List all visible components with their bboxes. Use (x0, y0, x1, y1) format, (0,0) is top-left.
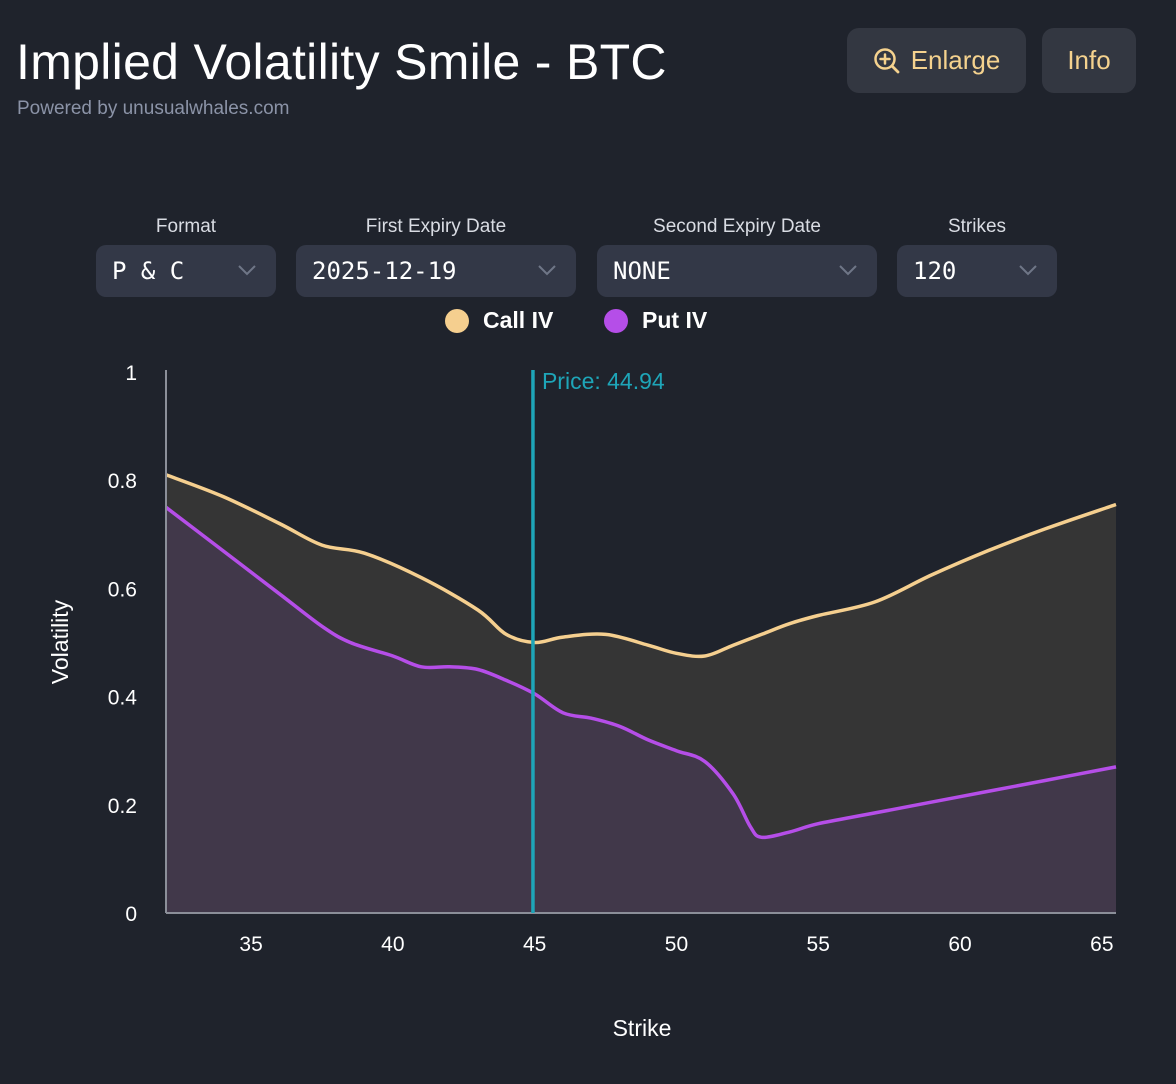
x-tick-label: 35 (239, 933, 262, 956)
first-expiry-label: First Expiry Date (365, 216, 507, 237)
x-tick-label: 65 (1090, 933, 1113, 956)
legend-put-dot (604, 308, 628, 333)
strikes-label: Strikes (947, 216, 1007, 237)
chevron-down-icon (839, 265, 857, 276)
x-tick-label: 45 (523, 933, 546, 956)
y-tick-label: 1 (125, 362, 137, 385)
x-tick-label: 40 (381, 933, 404, 956)
legend-call-dot (445, 308, 469, 333)
enlarge-label: Enlarge (910, 45, 1001, 75)
strikes-value: 120 (913, 257, 957, 285)
page-title: Implied Volatility Smile - BTC (16, 34, 667, 90)
info-label: Info (1067, 45, 1111, 75)
powered-by-text: Powered by unusualwhales.com (17, 98, 290, 119)
x-tick-label: 55 (807, 933, 830, 956)
enlarge-button[interactable]: Enlarge (847, 28, 1026, 93)
legend-put-iv[interactable]: Put IV (604, 307, 707, 334)
price-label: Price: 44.94 (542, 368, 665, 394)
chevron-down-icon (238, 265, 256, 276)
y-axis-label: Volatility (47, 599, 73, 684)
chevron-down-icon (538, 265, 556, 276)
info-button[interactable]: Info (1042, 28, 1136, 93)
y-tick-label: 0 (125, 903, 137, 926)
format-value: P & C (112, 257, 185, 285)
y-tick-label: 0.2 (108, 795, 137, 818)
strikes-select[interactable]: 120 (897, 245, 1057, 297)
second-expiry-label: Second Expiry Date (653, 216, 821, 237)
legend-call-label: Call IV (483, 307, 554, 333)
legend-put-label: Put IV (642, 307, 708, 333)
x-tick-label: 60 (948, 933, 971, 956)
second-expiry-select[interactable]: NONE (597, 245, 877, 297)
x-axis-label: Strike (613, 1015, 672, 1041)
y-tick-label: 0.4 (108, 687, 138, 710)
call-iv-line (165, 473, 1117, 659)
chevron-down-icon (1019, 265, 1037, 276)
second-expiry-value: NONE (613, 257, 671, 285)
put-iv-line (164, 505, 1117, 840)
format-select[interactable]: P & C (96, 245, 276, 297)
first-expiry-value: 2025-12-19 (312, 257, 457, 285)
put-iv-area (166, 507, 1116, 913)
first-expiry-select[interactable]: 2025-12-19 (296, 245, 576, 297)
x-tick-label: 50 (665, 933, 688, 956)
y-tick-label: 0.8 (108, 470, 137, 493)
format-label: Format (155, 216, 217, 237)
legend-call-iv[interactable]: Call IV (445, 307, 553, 334)
y-tick-label: 0.6 (108, 578, 137, 601)
zoom-in-icon (873, 47, 900, 73)
